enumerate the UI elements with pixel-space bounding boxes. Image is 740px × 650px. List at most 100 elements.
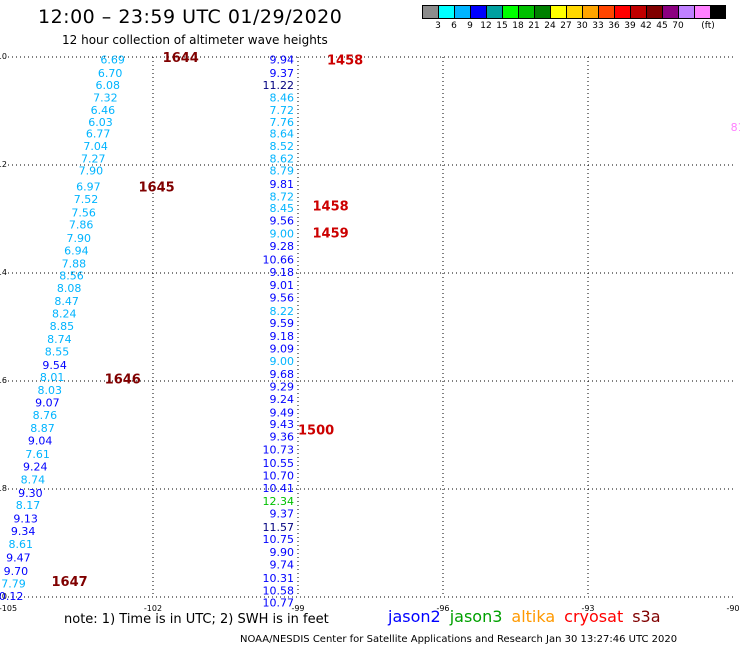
- footnote: note: 1) Time is in UTC; 2) SWH is in fe…: [64, 612, 329, 627]
- wave-height-value: 7.52: [74, 193, 99, 206]
- pass-time-label: 1645: [139, 181, 175, 196]
- legend-swatch: [566, 5, 582, 19]
- legend-label: 33: [592, 21, 604, 31]
- wave-height-value: 8.17: [16, 499, 41, 512]
- wave-height-value: 8.03: [38, 384, 63, 397]
- page-subtitle: 12 hour collection of altimeter wave hei…: [62, 33, 328, 47]
- wave-height-value: 9.90: [270, 546, 295, 559]
- wave-height-value: 9.30: [18, 487, 43, 500]
- wave-height-value: 6.70: [98, 67, 123, 80]
- wave-height-value: 8.79: [270, 164, 295, 177]
- legend-label: 12: [480, 21, 492, 31]
- legend-swatches: [422, 5, 740, 19]
- legend-label: 21: [528, 21, 540, 31]
- pass-time-label: 1646: [105, 372, 141, 387]
- legend-swatch: [502, 5, 518, 19]
- wave-height-value: 9.81: [270, 178, 295, 191]
- wave-height-value: 9.29: [270, 380, 295, 393]
- wave-height-value: 7.79: [1, 578, 26, 591]
- wave-height-value: 9.36: [270, 431, 295, 444]
- wave-height-value: 9.34: [11, 525, 36, 538]
- legend-label: 24: [544, 21, 556, 31]
- satellite-label-jason2: jason2: [388, 607, 441, 626]
- wave-height-value: 8.24: [52, 308, 77, 321]
- legend-swatch: [614, 5, 630, 19]
- wave-height-value: 6.03: [88, 116, 113, 129]
- wave-height-value: 7.56: [71, 207, 96, 220]
- lon-tick-label: -96: [436, 604, 449, 613]
- wave-height-value: 12.34: [263, 495, 295, 508]
- wave-height-value: 7.61: [25, 448, 50, 461]
- legend-label: 27: [560, 21, 572, 31]
- legend-swatch: [710, 5, 726, 19]
- legend-label: 6: [451, 21, 457, 31]
- wave-height-value: 8.76: [33, 409, 58, 422]
- wave-height-value: 8.45: [270, 202, 295, 215]
- wave-height-value: 8.46: [270, 92, 295, 105]
- satellite-label-jason3: jason3: [449, 607, 503, 626]
- lon-tick-label: -93: [581, 604, 594, 613]
- wave-height-value: 9.47: [6, 552, 31, 565]
- wave-height-value: 7.90: [67, 232, 92, 245]
- wave-height-value: 9.00: [270, 228, 295, 241]
- wave-height-value: 7.90: [79, 164, 104, 177]
- wave-height-value: 11.22: [263, 79, 295, 92]
- legend-label: 3: [435, 21, 441, 31]
- wave-height-value: 7.27: [81, 153, 106, 166]
- legend-label: 36: [608, 21, 620, 31]
- pass-time-label: 1458: [313, 200, 349, 215]
- wave-height-value: 9.01: [270, 279, 295, 292]
- satellite-label-s3a: s3a: [632, 607, 661, 626]
- wave-height-value: 7.32: [93, 92, 118, 105]
- wave-height-value: 7.76: [270, 116, 295, 129]
- wave-height-value: 10.12: [0, 590, 23, 603]
- wave-height-value: 10.41: [263, 482, 295, 495]
- wave-height-value: 9.13: [13, 513, 38, 526]
- wave-height-value: 9.37: [270, 507, 295, 520]
- pass-time-label: 1647: [52, 575, 88, 590]
- lat-tick-label: -18: [0, 484, 7, 493]
- wave-height-value: 9.00: [270, 355, 295, 368]
- pass-time-label: 1644: [163, 51, 199, 66]
- legend-label: 18: [512, 21, 524, 31]
- wave-height-value: 8.55: [45, 345, 70, 358]
- wave-height-value: 9.59: [270, 317, 295, 330]
- satellite-legend: jason2 jason3 altika cryosat s3a: [388, 607, 661, 626]
- wave-height-value: 10.73: [263, 444, 295, 457]
- legend-swatch: [454, 5, 470, 19]
- wave-height-value: 9.54: [42, 359, 67, 372]
- wave-height-value: 6.97: [76, 181, 101, 194]
- legend-swatch: [470, 5, 486, 19]
- legend-swatch: [630, 5, 646, 19]
- legend-swatch: [550, 5, 566, 19]
- legend-label: (ft): [701, 21, 715, 31]
- wave-height-value: 9.70: [4, 565, 29, 578]
- wave-height-value: 9.74: [270, 559, 295, 572]
- wave-height-value: 9.18: [270, 266, 295, 279]
- legend-swatch: [582, 5, 598, 19]
- pass-time-label: 1459: [313, 227, 349, 242]
- lon-tick-label: -99: [291, 604, 304, 613]
- wave-height-value: 8.47: [54, 295, 79, 308]
- wave-height-value: 10.75: [263, 533, 295, 546]
- wave-height-value: 9.28: [270, 240, 295, 253]
- wave-height-value: 8.85: [50, 320, 75, 333]
- legend-swatch: [486, 5, 502, 19]
- legend-label: 39: [624, 21, 636, 31]
- legend-swatch: [534, 5, 550, 19]
- wave-height-value: 9.56: [270, 291, 295, 304]
- pass-time-label: 1458: [327, 54, 363, 69]
- wave-height-value: 10.55: [263, 457, 295, 470]
- wave-height-value: 10.58: [263, 585, 295, 598]
- legend-swatch: [438, 5, 454, 19]
- page-title: 12:00 – 23:59 UTC 01/29/2020: [38, 6, 343, 28]
- footer-credit: NOAA/NESDIS Center for Satellite Applica…: [240, 634, 678, 645]
- wave-height-value: 8.72: [270, 190, 295, 203]
- wave-height-value: 10.77: [263, 596, 295, 609]
- lon-tick-label: -90: [726, 604, 739, 613]
- wave-height-value: 8.62: [270, 153, 295, 166]
- wave-height-value: 8.56: [59, 270, 84, 283]
- legend-label: 30: [576, 21, 588, 31]
- lat-tick-label: -10: [0, 52, 7, 61]
- legend-swatch: [678, 5, 694, 19]
